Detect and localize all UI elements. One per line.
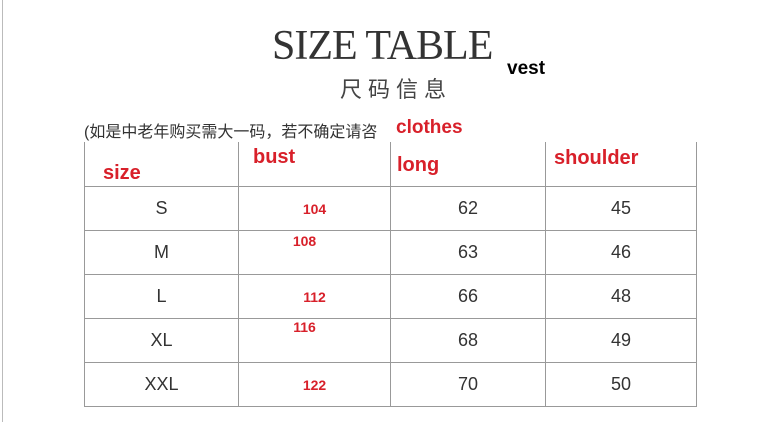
shoulder-value: 50 xyxy=(610,374,632,394)
table-row: S 104 62 45 xyxy=(84,186,697,231)
page-subtitle: 尺码信息 xyxy=(340,77,453,102)
header-size: size xyxy=(84,142,239,187)
long-value: 68 xyxy=(457,330,479,350)
cell-long: 63 xyxy=(390,230,546,275)
bust-value: 108 xyxy=(292,233,317,249)
header-label: bust xyxy=(253,146,296,168)
cell-bust: 108 xyxy=(238,230,391,275)
bust-value: 116 xyxy=(293,319,316,335)
cell-long: 70 xyxy=(390,362,546,407)
header-label: shoulder xyxy=(554,147,639,169)
cell-size: S xyxy=(84,186,239,231)
bust-value: 104 xyxy=(302,201,327,217)
cell-shoulder: 50 xyxy=(545,362,697,407)
table-row: XXL 122 70 50 xyxy=(84,362,697,407)
cell-bust: 104 xyxy=(238,186,391,231)
size-value: M xyxy=(154,242,169,262)
cell-bust: 112 xyxy=(238,274,391,319)
shoulder-value: 46 xyxy=(610,242,632,262)
table-row: XL 116 68 49 xyxy=(84,318,697,363)
shoulder-value: 49 xyxy=(610,330,632,350)
size-value: L xyxy=(156,286,167,306)
garment-label: vest xyxy=(507,58,546,79)
cell-shoulder: 45 xyxy=(545,186,697,231)
size-value: XL xyxy=(150,330,173,350)
long-value: 66 xyxy=(457,286,479,306)
cell-shoulder: 49 xyxy=(545,318,697,363)
header-label: long xyxy=(397,154,440,176)
long-value: 70 xyxy=(457,374,479,394)
cell-bust: 122 xyxy=(238,362,391,407)
clothes-label: clothes xyxy=(396,117,463,138)
table-row: M 108 63 46 xyxy=(84,230,697,275)
cell-bust: 116 xyxy=(238,318,391,363)
left-border xyxy=(2,0,3,422)
note-text: (如是中老年购买需大一码，若不确定请咨 xyxy=(84,124,378,141)
shoulder-value: 48 xyxy=(610,286,632,306)
table-row: L 112 66 48 xyxy=(84,274,697,319)
cell-size: L xyxy=(84,274,239,319)
size-value: S xyxy=(155,198,168,218)
header-long: long xyxy=(390,142,546,187)
header-bust: bust xyxy=(238,142,391,187)
cell-long: 62 xyxy=(390,186,546,231)
shoulder-value: 45 xyxy=(610,198,632,218)
size-table: size bust long shoulder S 104 62 45 M 108 63 46… xyxy=(84,142,697,407)
cell-shoulder: 46 xyxy=(545,230,697,275)
cell-size: M xyxy=(84,230,239,275)
page-title: SIZE TABLE xyxy=(272,23,493,69)
bust-value: 122 xyxy=(302,377,327,393)
size-value: XXL xyxy=(144,374,179,394)
bust-value: 112 xyxy=(303,289,326,305)
header-shoulder: shoulder xyxy=(545,142,697,187)
cell-size: XL xyxy=(84,318,239,363)
cell-size: XXL xyxy=(84,362,239,407)
cell-shoulder: 48 xyxy=(545,274,697,319)
long-value: 63 xyxy=(457,242,479,262)
header-label: size xyxy=(103,162,141,184)
cell-long: 68 xyxy=(390,318,546,363)
header-row: size bust long shoulder xyxy=(84,142,697,187)
cell-long: 66 xyxy=(390,274,546,319)
long-value: 62 xyxy=(457,198,479,218)
